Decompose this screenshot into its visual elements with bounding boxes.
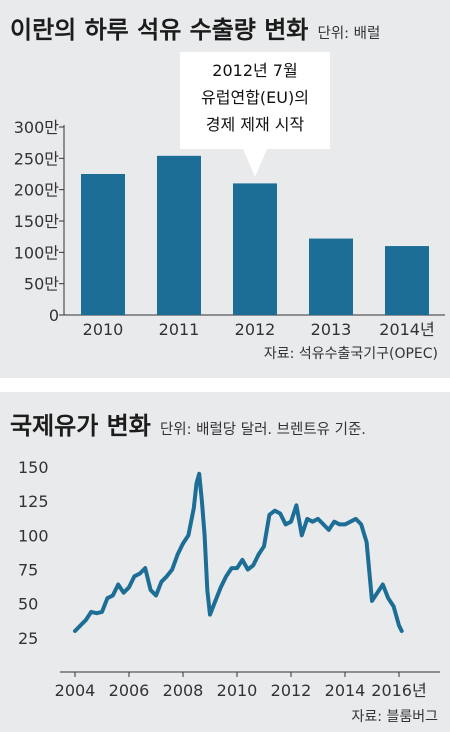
- bar-x-tick-label: 2013: [311, 320, 352, 339]
- price-chart-source: 자료: 블룸버그: [351, 709, 438, 725]
- bar-2011: [157, 155, 201, 315]
- line-y-tick-label: 100: [18, 526, 49, 545]
- price-chart-title: 국제유가 변화 단위: 배럴당 달러. 브렌트유 기준.: [10, 406, 366, 441]
- export-chart-unit: 단위: 배럴: [317, 26, 381, 42]
- bar-y-tick-label: 0: [49, 306, 59, 325]
- annotation-line: 유럽연합(EU)의: [201, 88, 309, 107]
- bar-y-tick-label: 250만: [14, 149, 60, 168]
- annotation-line: 경제 제재 시작: [206, 115, 305, 134]
- line-x-tick-label: 2010: [217, 681, 258, 700]
- line-y-tick-label: 150: [18, 458, 49, 477]
- line-chart: 25 50 75 100 125 150 2004 2006 2008 2010 2012 2014 2…: [18, 458, 440, 700]
- export-chart-panel: 이란의 하루 석유 수출량 변화 단위: 배럴 0 50만 100만 150만 200만…: [0, 0, 450, 378]
- line-x-tick-label: 2014: [325, 681, 366, 700]
- price-chart-panel: 국제유가 변화 단위: 배럴당 달러. 브렌트유 기준. 25 50 75 100 12…: [0, 392, 450, 732]
- line-x-tick-label: 2006: [109, 681, 150, 700]
- bar-x-tick-label: 2012: [235, 320, 276, 339]
- line-y-tick-label: 75: [18, 561, 38, 580]
- export-chart-title-text: 이란의 하루 석유 수출량 변화: [10, 16, 309, 44]
- line-y-tick-label: 25: [18, 629, 38, 648]
- annotation-callout-box: [180, 52, 330, 177]
- brent-price-line: [73, 471, 404, 633]
- bar-y-tick-label: 50만: [24, 275, 59, 294]
- export-chart-title: 이란의 하루 석유 수출량 변화 단위: 배럴: [10, 10, 380, 45]
- price-chart-unit: 단위: 배럴당 달러. 브렌트유 기준.: [159, 422, 366, 438]
- line-y-tick-label: 50: [18, 595, 38, 614]
- line-x-tick-label: 2016년: [371, 681, 426, 700]
- line-x-tick-label: 2012: [271, 681, 312, 700]
- bar-x-tick-label: 2011: [159, 320, 200, 339]
- bar-y-tick-label: 200만: [14, 181, 60, 200]
- line-x-tick-label: 2004: [55, 681, 96, 700]
- line-x-tick-label: 2008: [163, 681, 204, 700]
- bar-2014년: [385, 246, 429, 315]
- line-y-tick-label: 125: [18, 492, 49, 511]
- bar-chart: 0 50만 100만 150만 200만 250만 300만 2010 2011 2012 2013…: [14, 52, 445, 339]
- bar-2013: [309, 238, 353, 315]
- bar-x-tick-label: 2014년: [379, 320, 434, 339]
- bar-2010: [81, 174, 125, 315]
- bar-2012: [233, 183, 277, 315]
- bar-y-tick-label: 100만: [14, 243, 60, 262]
- bar-x-tick-label: 2010: [83, 320, 124, 339]
- bar-y-tick-label: 300만: [14, 118, 60, 137]
- export-chart-source: 자료: 석유수출국기구(OPEC): [263, 346, 438, 362]
- bar-y-tick-label: 150만: [14, 212, 60, 231]
- price-chart-title-text: 국제유가 변화: [10, 412, 151, 440]
- annotation-line: 2012년 7월: [212, 61, 297, 80]
